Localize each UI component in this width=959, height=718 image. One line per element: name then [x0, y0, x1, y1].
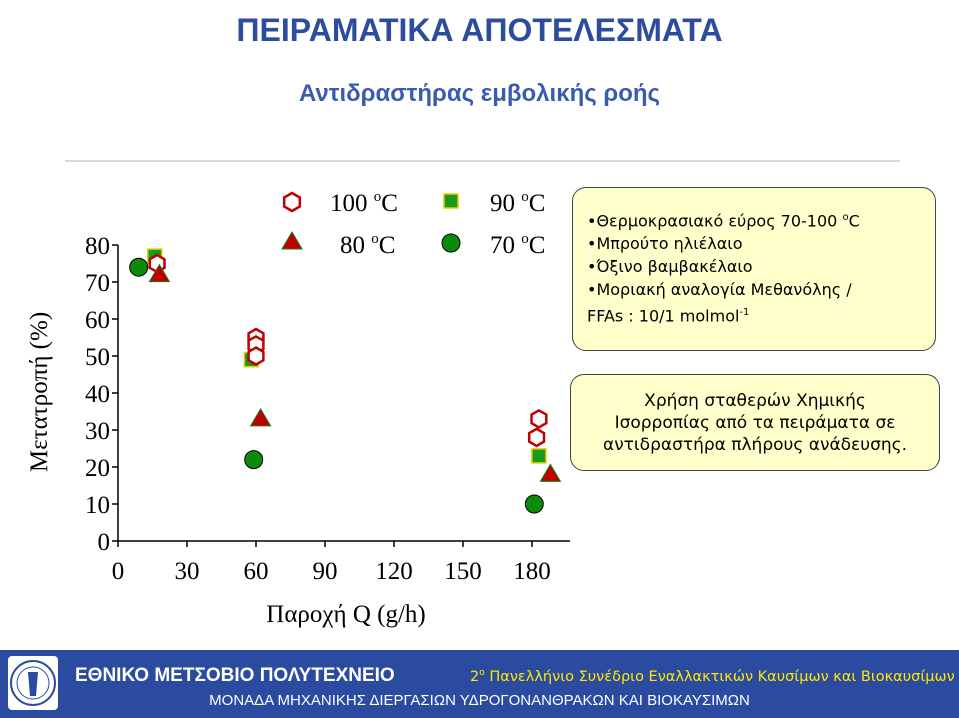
page-title: ΠΕΙΡΑΜΑΤΙΚΑ ΑΠΟΤΕΛΕΣΜΑΤΑ: [236, 12, 723, 48]
page-subtitle: Αντιδραστήρας εμβολικής ροής: [298, 80, 661, 107]
y-tick-label: 80: [85, 233, 110, 260]
data-point-circle: [244, 450, 264, 470]
data-point-circle: [129, 257, 149, 277]
legend-marker-80: [281, 231, 303, 250]
note-line: αντιδραστήρα πλήρους ανάδευσης.: [602, 435, 908, 455]
x-tick-label: 90: [313, 558, 338, 585]
y-tick-label: 30: [85, 418, 110, 445]
y-tick-label: 20: [85, 455, 110, 482]
y-tick-label: 40: [85, 381, 110, 408]
university-logo: [8, 656, 58, 710]
experiment-conditions-box: •Θερμοκρασιακό εύρος 70-100 oC •Μπρούτο …: [572, 187, 936, 351]
condition-molar-ratio-value: FFAs : 10/1 molmol-1: [587, 306, 750, 326]
condition-oil-1: •Μπρούτο ηλιέλαιο: [587, 234, 743, 254]
chart-axes: [117, 245, 570, 542]
legend-marker-70: [441, 233, 461, 253]
y-tick-label: 50: [85, 344, 110, 371]
x-tick-label: 150: [444, 558, 482, 585]
legend-label-100: 100 oC: [330, 189, 398, 217]
note-line: Ισορροπίας από τα πειράματα σε: [614, 413, 896, 433]
condition-molar-ratio: •Μοριακή αναλογία Μεθανόλης /: [587, 280, 852, 300]
legend-marker-100: [282, 191, 302, 213]
data-point-hexagon: [527, 427, 546, 448]
lab-unit-name: ΜΟΝΑΔΑ ΜΗΧΑΝΙΚΗΣ ΔΙΕΡΓΑΣΙΩΝ ΥΔΡΟΓΟΝΑΝΘΡΑ…: [209, 692, 750, 709]
x-tick-label: 120: [375, 558, 413, 585]
data-point-circle: [524, 494, 544, 514]
y-axis-label: Μετατροπή (%): [26, 312, 53, 472]
scatter-chart: 0 10 20 30 40 50 60 70 80 0 30 60 90 120 150 180 100 oC…: [26, 189, 570, 628]
x-tick-label: 180: [513, 558, 551, 585]
x-tick-label: 30: [175, 558, 200, 585]
legend-label-90: 90 oC: [490, 189, 545, 217]
conference-name: 2ο Πανελλήνιο Συνέδριο Εναλλακτικών Καυσ…: [470, 668, 955, 685]
footer-bar: [0, 650, 959, 718]
note-line: Χρήση σταθερών Χημικής: [644, 391, 866, 411]
x-axis-label: Παροχή Q (g/h): [266, 601, 425, 628]
legend-label-70: 70 oC: [490, 231, 545, 259]
university-name: ΕΘΝΙΚΟ ΜΕΤΣΟΒΙΟ ΠΟΛΥΤΕΧΝΕΙΟ: [75, 665, 395, 686]
chart-ticks: 0 10 20 30 40 50 60 70 80 0 30 60 90 120 150 180: [85, 233, 551, 585]
y-tick-label: 0: [98, 529, 111, 556]
legend-label-80: 80 oC: [340, 231, 395, 259]
x-tick-label: 0: [112, 558, 125, 585]
divider: [65, 160, 900, 162]
x-tick-label: 60: [244, 558, 269, 585]
data-point-square: [531, 448, 547, 464]
data-point-triangle: [249, 407, 272, 427]
data-point-hexagon: [530, 408, 548, 429]
equilibrium-note-box: Χρήση σταθερών Χημικής Ισορροπίας από τα…: [570, 374, 940, 471]
chart-points: [129, 248, 562, 514]
y-tick-label: 60: [85, 307, 110, 334]
data-point-triangle: [539, 463, 562, 482]
y-tick-label: 10: [85, 492, 110, 519]
legend-marker-90: [443, 193, 459, 209]
condition-temperature: •Θερμοκρασιακό εύρος 70-100 oC: [587, 211, 860, 231]
data-point-triangle: [148, 263, 171, 283]
data-point-hexagon: [247, 346, 265, 366]
y-tick-label: 70: [85, 270, 110, 297]
condition-oil-2: •Όξινο βαμβακέλαιο: [587, 257, 753, 277]
chart-legend: 100 oC 90 oC 80 oC 70 oC: [281, 189, 545, 259]
